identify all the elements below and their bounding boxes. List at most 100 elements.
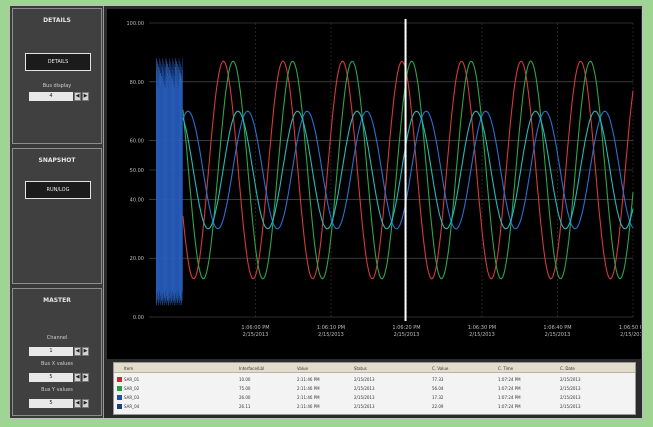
- legend-col-value: Value: [297, 366, 308, 371]
- trend-chart-svg: 100.00 80.00 60.00 50.00 40.00 20.00 0.00 1:06…: [127, 19, 641, 338]
- x-tick-time: 1:06:30 PM: [468, 325, 496, 331]
- series-color-swatch: [117, 377, 122, 382]
- legend-item: SAR_02: [124, 386, 140, 391]
- run-log-button[interactable]: RUN/LOG: [25, 181, 91, 199]
- x-tick-time: 1:06:50 PM: [619, 325, 641, 331]
- legend-interface: 26.00: [239, 395, 251, 400]
- x-tick-date: 2/15/2013: [243, 332, 269, 338]
- x-tick-time: 1:06:40 PM: [543, 325, 571, 331]
- x-tick-time: 1:06:20 PM: [392, 325, 420, 331]
- legend-c-date: 2/15/2013: [560, 404, 581, 409]
- legend-item: SAR_04: [124, 404, 140, 409]
- bus-y-values-stepper[interactable]: 5 ◀ ▶: [29, 399, 89, 408]
- legend-interface: 75.00: [239, 386, 251, 391]
- y-tick-label: 0.00: [133, 315, 144, 321]
- stepper-left-icon[interactable]: ◀: [74, 373, 81, 382]
- control-sidebar: DETAILS DETAILS Bus display 4 ◀ ▶ SNAPSH…: [10, 6, 104, 418]
- legend-c-time: 1:07:24 PM: [498, 377, 521, 382]
- bus-x-values-stepper[interactable]: 5 ◀ ▶: [29, 373, 89, 382]
- channel-label: Channel: [46, 335, 68, 341]
- legend-value: 2:11:46 PM: [297, 386, 320, 391]
- legend-value: 2:11:46 PM: [297, 404, 320, 409]
- x-tick-date: 2/15/2013: [469, 332, 495, 338]
- legend-row[interactable]: SAR_04 26.11 2:11:46 PM 2/15/2013 22.09 …: [114, 402, 635, 411]
- details-panel-title: DETAILS: [43, 17, 71, 24]
- snapshot-panel-title: SNAPSHOT: [38, 157, 76, 164]
- trend-chart[interactable]: 100.00 80.00 60.00 50.00 40.00 20.00 0.00 1:06…: [107, 9, 641, 359]
- y-axis-ticks: 100.00 80.00 60.00 50.00 40.00 20.00 0.00: [127, 21, 145, 321]
- legend-col-c-value: C. Value: [432, 366, 449, 371]
- legend-col-item: Item: [124, 366, 134, 371]
- series-line-4: [182, 110, 634, 230]
- legend-c-date: 2/15/2013: [560, 395, 581, 400]
- legend-value: 2:11:46 PM: [297, 395, 320, 400]
- legend-c-value: 22.09: [432, 404, 444, 409]
- master-panel-title: MASTER: [43, 297, 71, 304]
- y-tick-label: 20.00: [130, 256, 144, 262]
- legend-row[interactable]: SAR_03 26.00 2:11:46 PM 2/15/2013 17.32 …: [114, 393, 635, 402]
- legend-status: 2/15/2013: [354, 404, 375, 409]
- legend-col-status: Status: [354, 366, 367, 371]
- legend-c-value: 77.33: [432, 377, 444, 382]
- bus-y-values-value[interactable]: 5: [29, 399, 73, 408]
- legend-status: 2/15/2013: [354, 377, 375, 382]
- legend-c-time: 1:07:24 PM: [498, 386, 521, 391]
- legend-item: SAR_03: [124, 395, 140, 400]
- legend-status: 2/15/2013: [354, 395, 375, 400]
- bus-display-label: Bus display: [42, 83, 72, 89]
- bus-x-values-value[interactable]: 5: [29, 373, 73, 382]
- legend-col-c-time: C. Time: [498, 366, 514, 371]
- series-color-swatch: [117, 404, 122, 409]
- channel-value[interactable]: 1: [29, 347, 73, 356]
- y-tick-label: 100.00: [127, 21, 145, 27]
- x-tick-date: 2/15/2013: [394, 332, 420, 338]
- stepper-left-icon[interactable]: ◀: [74, 347, 81, 356]
- bus-display-stepper[interactable]: 4 ◀ ▶: [29, 92, 89, 101]
- x-tick-time: 1:06:10 PM: [317, 325, 345, 331]
- legend-c-value: 17.32: [432, 395, 444, 400]
- stepper-right-icon[interactable]: ▶: [82, 399, 89, 408]
- details-panel: DETAILS DETAILS Bus display 4 ◀ ▶: [12, 8, 102, 144]
- legend-c-time: 1:07:24 PM: [498, 404, 521, 409]
- details-button[interactable]: DETAILS: [25, 53, 91, 71]
- series-color-swatch: [117, 386, 122, 391]
- bus-y-values-label: Bus Y values: [41, 387, 73, 393]
- legend-col-c-date: C. Date: [560, 366, 575, 371]
- channel-stepper[interactable]: 1 ◀ ▶: [29, 347, 89, 356]
- bus-x-values-label: Bus X values: [40, 361, 74, 367]
- x-tick-date: 2/15/2013: [545, 332, 571, 338]
- y-tick-label: 80.00: [130, 80, 144, 86]
- legend-c-date: 2/15/2013: [560, 377, 581, 382]
- y-tick-label: 60.00: [130, 139, 144, 145]
- app-window: DETAILS DETAILS Bus display 4 ◀ ▶ SNAPSH…: [9, 5, 643, 419]
- snapshot-panel: SNAPSHOT RUN/LOG: [12, 148, 102, 284]
- legend-row[interactable]: SAR_02 75.00 2:11:46 PM 2/15/2013 56.04 …: [114, 384, 635, 393]
- legend-status: 2/15/2013: [354, 386, 375, 391]
- x-tick-time: 1:06:00 PM: [241, 325, 269, 331]
- legend-interface: 26.11: [239, 404, 251, 409]
- legend-header: Item Interface/Lbl Value Status C. Value…: [114, 363, 635, 373]
- legend-row[interactable]: SAR_01 10.00 2:11:46 PM 2/15/2013 77.33 …: [114, 375, 635, 384]
- series-line-3: [182, 110, 634, 230]
- stepper-right-icon[interactable]: ▶: [82, 92, 89, 101]
- stepper-right-icon[interactable]: ▶: [82, 347, 89, 356]
- legend-col-interface: Interface/Lbl: [239, 366, 265, 371]
- series-line-2: [182, 60, 634, 280]
- master-panel: MASTER Channel 1 ◀ ▶ Bus X values 5 ◀ ▶ …: [12, 288, 102, 416]
- stepper-right-icon[interactable]: ▶: [82, 373, 89, 382]
- y-tick-label: 40.00: [130, 197, 144, 203]
- bus-display-value[interactable]: 4: [29, 92, 73, 101]
- legend-interface: 10.00: [239, 377, 251, 382]
- chart-series: [182, 60, 634, 280]
- stepper-left-icon[interactable]: ◀: [74, 92, 81, 101]
- stepper-left-icon[interactable]: ◀: [74, 399, 81, 408]
- x-tick-date: 2/15/2013: [318, 332, 344, 338]
- series-color-swatch: [117, 395, 122, 400]
- legend-value: 2:11:46 PM: [297, 377, 320, 382]
- legend-c-value: 56.04: [432, 386, 444, 391]
- legend-item: SAR_01: [124, 377, 140, 382]
- x-tick-date: 2/15/2013: [620, 332, 641, 338]
- series-legend-table: Item Interface/Lbl Value Status C. Value…: [113, 362, 636, 415]
- legend-c-date: 2/15/2013: [560, 386, 581, 391]
